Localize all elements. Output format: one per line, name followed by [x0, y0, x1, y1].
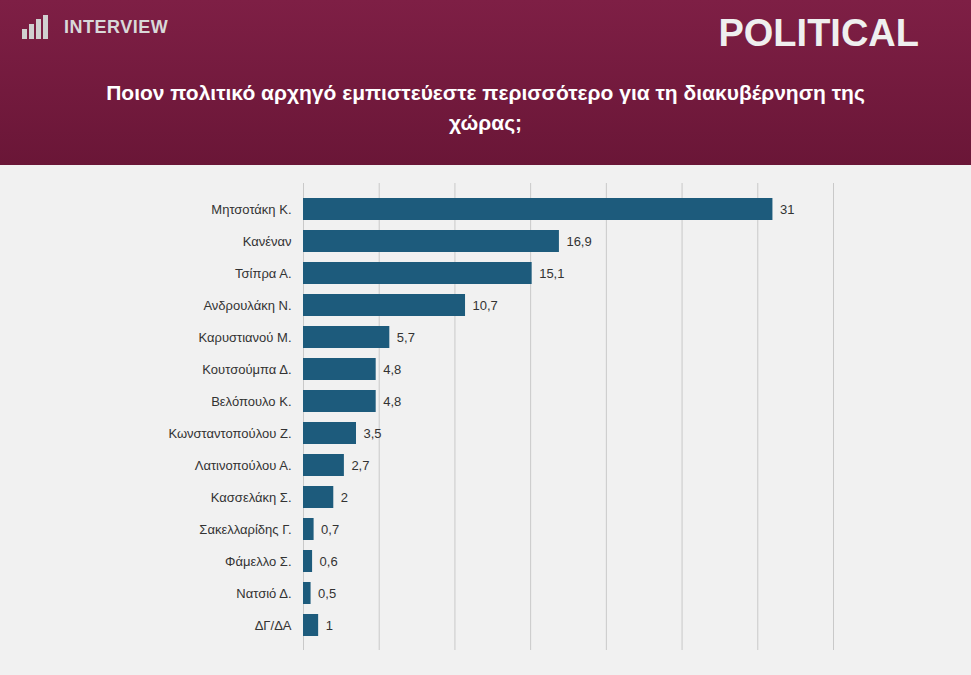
svg-text:10,7: 10,7: [473, 298, 498, 313]
svg-text:2,7: 2,7: [351, 458, 369, 473]
svg-text:15,1: 15,1: [539, 266, 564, 281]
svg-text:5,7: 5,7: [397, 330, 415, 345]
svg-text:16,9: 16,9: [566, 234, 591, 249]
svg-text:0,5: 0,5: [318, 586, 336, 601]
svg-text:Σακελλαρίδης Γ.: Σακελλαρίδης Γ.: [199, 522, 291, 537]
svg-text:Κουτσούμπα Δ.: Κουτσούμπα Δ.: [202, 362, 291, 377]
svg-text:0,7: 0,7: [321, 522, 339, 537]
svg-text:Κανέναν: Κανέναν: [243, 234, 292, 249]
svg-text:Κωνσταντοπούλου Ζ.: Κωνσταντοπούλου Ζ.: [168, 426, 291, 441]
html-text:INTERVIEW: INTERVIEW: [64, 16, 169, 37]
svg-text:Φάμελλο Σ.: Φάμελλο Σ.: [225, 554, 291, 569]
svg-text:2: 2: [341, 490, 348, 505]
svg-text:Τσίπρα Α.: Τσίπρα Α.: [235, 266, 291, 281]
svg-text:Ανδρουλάκη Ν.: Ανδρουλάκη Ν.: [203, 298, 291, 313]
svg-text:31: 31: [780, 202, 794, 217]
svg-text:Νατσιό Δ.: Νατσιό Δ.: [236, 586, 291, 601]
svg-text:ΔΓ/ΔΑ: ΔΓ/ΔΑ: [255, 618, 292, 633]
svg-text:Καρυστιανού Μ.: Καρυστιανού Μ.: [199, 330, 292, 345]
html-text:POLITICAL: POLITICAL: [718, 12, 919, 54]
html-text:Ποιον πολιτικό αρχηγό εμπιστεύ: Ποιον πολιτικό αρχηγό εμπιστεύεστε περισ…: [106, 81, 865, 134]
svg-text:Μητσοτάκη Κ.: Μητσοτάκη Κ.: [211, 202, 291, 217]
svg-text:Βελόπουλο Κ.: Βελόπουλο Κ.: [211, 394, 291, 409]
svg-text:4,8: 4,8: [383, 362, 401, 377]
svg-text:4,8: 4,8: [383, 394, 401, 409]
svg-text:1: 1: [326, 618, 333, 633]
svg-text:3,5: 3,5: [364, 426, 382, 441]
svg-text:Κασσελάκη Σ.: Κασσελάκη Σ.: [211, 490, 292, 505]
svg-text:0,6: 0,6: [320, 554, 338, 569]
svg-text:Λατινοπούλου Α.: Λατινοπούλου Α.: [195, 458, 292, 473]
